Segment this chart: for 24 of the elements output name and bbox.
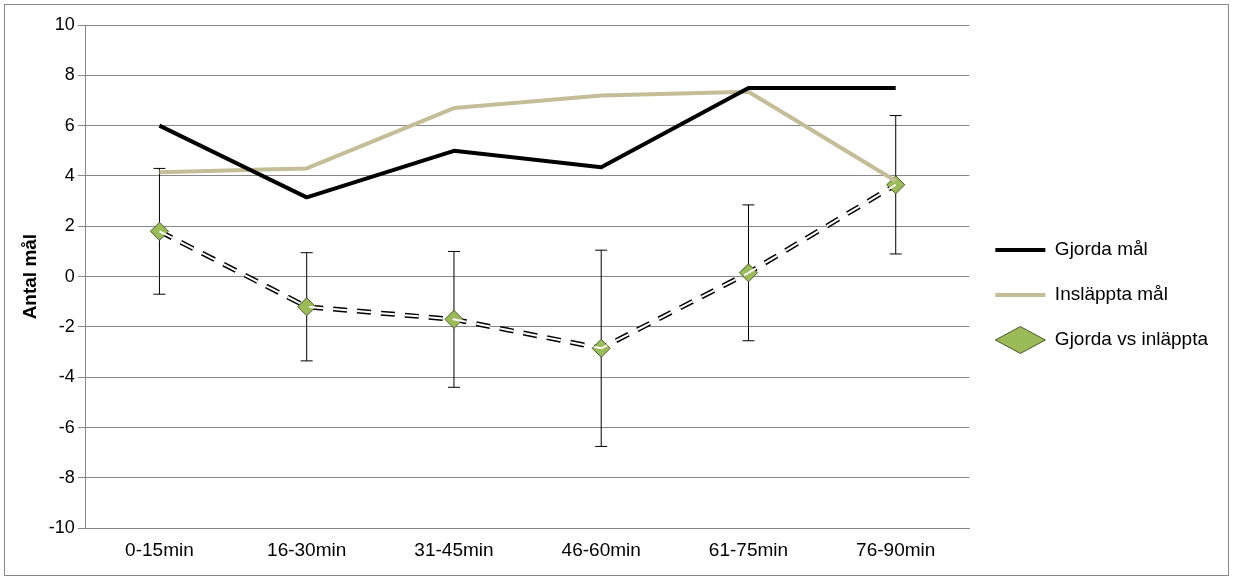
legend-label: Insläppta mål	[1054, 283, 1168, 305]
y-tick-label: 8	[64, 64, 75, 85]
x-tick-label: 46-60min	[561, 538, 641, 560]
point	[149, 221, 169, 241]
y-tick-label: -2	[58, 315, 75, 336]
legend-label: Gjorda mål	[1054, 238, 1148, 260]
y-tick-label: -4	[58, 366, 75, 387]
y-axis-title: Antal mål	[18, 233, 40, 320]
x-tick-label: 16-30min	[267, 538, 347, 560]
x-tick-label: 76-90min	[856, 538, 936, 560]
x-tick-label: 61-75min	[708, 538, 789, 560]
y-tick-label: 2	[64, 215, 75, 236]
y-tick-label: 10	[54, 13, 75, 34]
x-tick-label: 0-15min	[125, 538, 194, 560]
y-tick-label: -6	[58, 416, 75, 437]
y-tick-label: -10	[48, 517, 75, 538]
y-tick-label: 6	[64, 114, 75, 135]
y-tick-label: -8	[58, 466, 75, 487]
legend-label: Gjorda vs inläppta	[1054, 328, 1209, 350]
point	[444, 309, 464, 329]
y-tick-label: 0	[64, 265, 75, 286]
y-tick-label: 4	[64, 164, 75, 185]
point	[297, 297, 317, 317]
x-tick-label: 31-45min	[414, 538, 494, 560]
